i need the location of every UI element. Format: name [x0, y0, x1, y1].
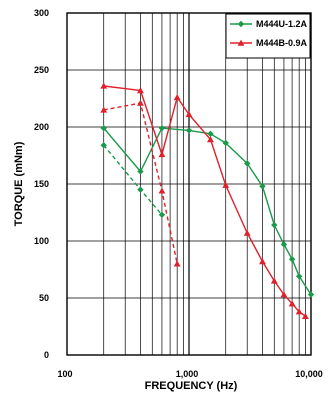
data-point — [100, 124, 107, 132]
data-point — [207, 130, 214, 138]
y-tick-label: 250 — [34, 65, 49, 75]
data-point — [137, 99, 144, 106]
x-tick-label: 10,000 — [295, 369, 323, 379]
x-tick-label: 100 — [57, 369, 72, 379]
legend-box — [225, 13, 311, 59]
series-dashed-1 — [100, 142, 166, 218]
x-axis-ticks: 100 1,000 10,000 — [57, 369, 322, 379]
y-axis-ticks: 0 50 100 150 200 250 300 — [34, 8, 49, 360]
data-point — [244, 160, 251, 167]
data-point — [222, 139, 229, 147]
y-tick-label: 100 — [34, 236, 49, 246]
data-point — [137, 186, 144, 193]
data-point — [270, 277, 278, 284]
data-point — [295, 308, 303, 315]
series-line — [103, 85, 306, 317]
y-tick-label: 200 — [34, 122, 49, 132]
data-point — [288, 300, 296, 307]
data-point — [185, 111, 193, 118]
data-point — [173, 93, 181, 101]
data-point — [185, 127, 193, 134]
data-point — [280, 241, 288, 248]
y-tick-label: 0 — [44, 350, 49, 360]
series-solid-0 — [100, 124, 315, 298]
legend-label: M444B-0.9A — [256, 38, 308, 48]
data-point — [173, 260, 181, 267]
data-point — [280, 291, 288, 298]
data-point — [100, 106, 108, 113]
plot-frame — [66, 12, 312, 356]
series-line — [103, 102, 178, 264]
legend-marker — [237, 20, 245, 28]
data-point — [158, 124, 166, 132]
data-point — [222, 181, 230, 188]
data-point — [307, 291, 315, 298]
y-axis-title: TORQUE (mNm) — [13, 141, 25, 226]
data-point — [158, 211, 166, 218]
data-point — [259, 183, 266, 190]
data-point — [271, 221, 278, 229]
series-layer — [100, 82, 315, 319]
data-point — [100, 142, 107, 149]
y-tick-label: 300 — [34, 8, 49, 18]
legend: M444U-1.2A M444B-0.9A — [225, 13, 311, 59]
data-point — [243, 229, 251, 236]
legend-marker — [237, 39, 245, 46]
data-point — [100, 82, 108, 89]
grid — [67, 13, 311, 355]
data-point — [207, 136, 214, 143]
data-point — [302, 312, 309, 319]
data-point — [295, 273, 303, 280]
data-point — [158, 150, 166, 158]
x-axis-title: FREQUENCY (Hz) — [145, 380, 238, 392]
series-dashed-3 — [100, 99, 181, 267]
data-point — [288, 256, 296, 263]
data-point — [259, 258, 266, 265]
data-point — [137, 168, 144, 175]
series-solid-2 — [100, 82, 309, 319]
y-tick-label: 150 — [34, 179, 49, 189]
x-tick-label: 1,000 — [176, 369, 199, 379]
data-point — [158, 187, 166, 194]
legend-label: M444U-1.2A — [256, 19, 308, 29]
y-tick-label: 50 — [39, 293, 49, 303]
data-point — [137, 87, 144, 94]
